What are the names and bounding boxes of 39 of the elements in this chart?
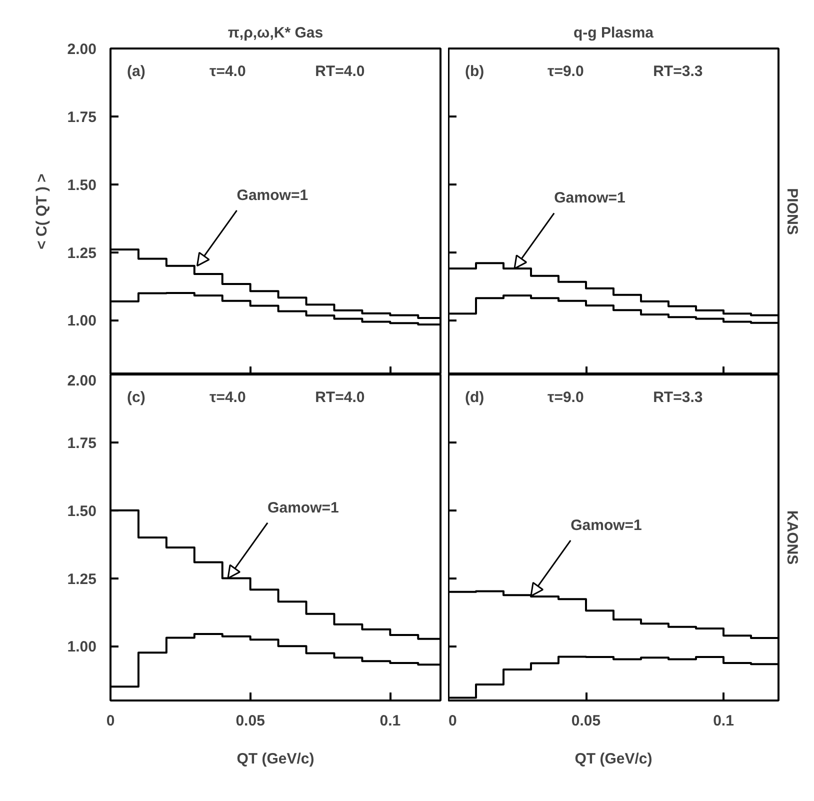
x-tick-label: 0.05 [571,712,601,730]
x-tick-label: 0.1 [713,712,734,730]
x-tick-label: 0 [106,712,115,730]
y2-axis-title: KAONS [784,510,800,565]
y-tick-label: 2.00 [67,41,97,58]
y-tick-label: 1.50 [67,176,97,194]
annotation: τ=9.0 [548,62,584,80]
annotation: τ=4.0 [210,62,246,80]
chart-title: π,ρ,ω,K* Gas [228,24,324,42]
x-tick-label: 0.1 [380,712,401,730]
annotation: Gamow=1 [570,516,642,534]
chart-title: q-g Plasma [573,24,654,42]
annotation: RT=3.3 [653,62,703,80]
annotation: Gamow=1 [268,499,339,516]
annotation: τ=4.0 [210,388,246,406]
annotation: RT=4.0 [315,62,365,80]
annotation: τ=9.0 [548,388,584,406]
annotation: Gamow=1 [554,190,626,207]
y-tick-label: 1.00 [67,312,97,330]
x-tick-label: 0.05 [236,712,265,730]
annotation: (b) [465,62,484,80]
y-tick-label: 1.25 [67,244,97,262]
y-tick-label: 1.25 [67,570,97,588]
x-tick-label: 0 [448,712,457,730]
annotation: (c) [127,388,146,406]
annotation: (d) [465,388,484,406]
annotation: RT=4.0 [315,388,365,406]
y-tick-label: 1.00 [67,638,97,656]
y-tick-label: 1.50 [67,502,97,520]
x-axis-title: QT (GeV/c) [236,750,314,768]
y-tick-label: 1.75 [67,108,97,126]
annotation: Gamow=1 [236,186,308,204]
x-axis-title: QT (GeV/c) [574,750,652,768]
y-axis-title: < C( QT ) > [33,173,50,250]
y-tick-label: 2.00 [67,372,97,390]
annotation: RT=3.3 [653,388,703,406]
y-tick-label: 1.75 [67,434,97,452]
annotation: (a) [127,62,146,80]
y2-axis-title: PIONS [784,188,800,235]
